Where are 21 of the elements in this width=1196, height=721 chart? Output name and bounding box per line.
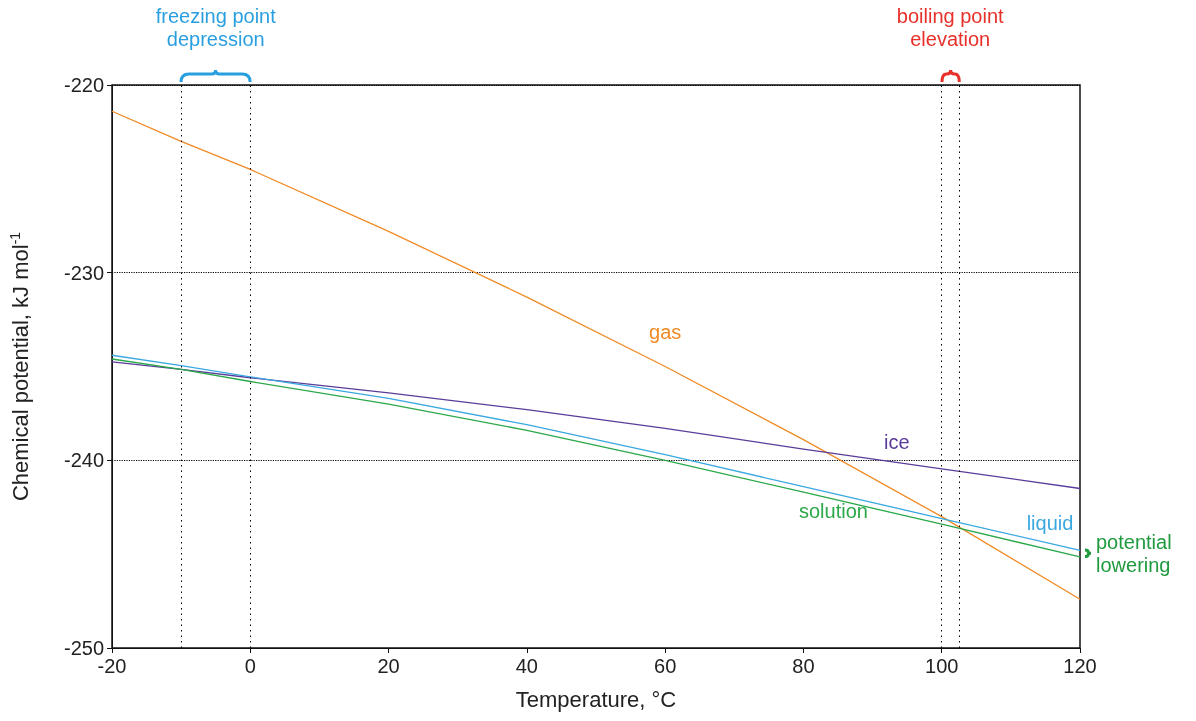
series-label: solution <box>798 500 868 523</box>
text: boiling point elevation <box>896 5 1004 51</box>
text: potential lowering <box>1096 530 1172 577</box>
x-tick-label: 60 <box>654 655 677 677</box>
x-tick-label: 80 <box>792 655 815 677</box>
text: freezing point depression <box>155 5 276 51</box>
series-label: ice <box>883 430 910 453</box>
y-tick-label: -230 <box>63 261 104 284</box>
x-tick-label: 120 <box>1063 655 1097 677</box>
y-tick-label: -220 <box>63 74 104 96</box>
x-axis-title: Temperature, °C <box>515 686 677 712</box>
line-series <box>111 361 1081 490</box>
y-axis-title: Chemical potential, kJ mol-1 <box>7 231 33 502</box>
x-tick-label: 0 <box>244 655 256 677</box>
x-tick-label: 100 <box>925 655 959 677</box>
series-label: gas <box>649 320 682 343</box>
x-tick-label: 20 <box>377 655 400 677</box>
y-tick-label: -240 <box>63 449 104 472</box>
series-label: liquid <box>1026 512 1074 535</box>
line-series <box>111 110 1081 600</box>
x-tick-label: 40 <box>515 655 538 677</box>
